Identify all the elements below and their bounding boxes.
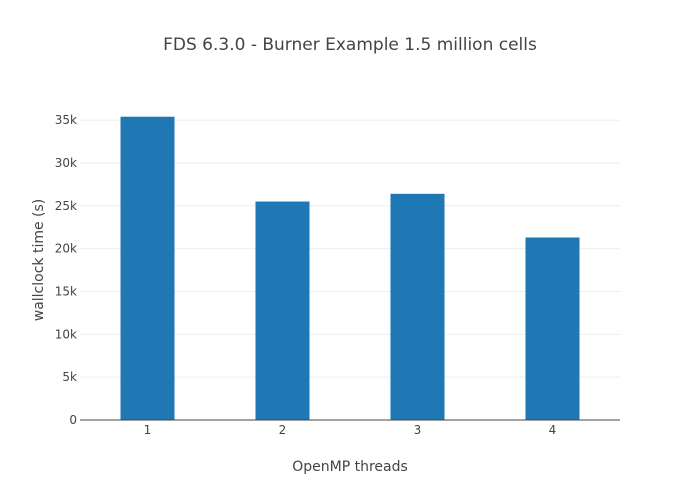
x-axis-label: OpenMP threads	[292, 459, 408, 475]
y-tick-label: 20k	[55, 242, 77, 256]
y-tick-labels: 0 5k 10k 15k 20k 25k 30k 35k	[55, 113, 77, 427]
bar-1[interactable]	[120, 116, 175, 421]
y-tick-label: 15k	[55, 284, 77, 298]
y-axis-label: wallclock time (s)	[31, 199, 47, 322]
x-tick-labels: 1 2 3 4	[144, 423, 557, 437]
bars	[120, 116, 580, 421]
bar-4[interactable]	[525, 237, 580, 420]
x-tick-label: 2	[279, 423, 287, 437]
bar-2[interactable]	[255, 201, 310, 420]
x-tick-label: 4	[549, 423, 557, 437]
y-tick-label: 30k	[55, 156, 77, 170]
y-tick-label: 25k	[55, 199, 77, 213]
chart-title: FDS 6.3.0 - Burner Example 1.5 million c…	[163, 35, 537, 55]
x-tick-label: 1	[144, 423, 152, 437]
bar-3[interactable]	[390, 193, 445, 420]
x-tick-label: 3	[414, 423, 422, 437]
y-tick-label: 5k	[62, 370, 77, 384]
y-tick-label: 35k	[55, 113, 77, 127]
y-tick-label: 0	[69, 413, 77, 427]
y-tick-label: 10k	[55, 327, 77, 341]
